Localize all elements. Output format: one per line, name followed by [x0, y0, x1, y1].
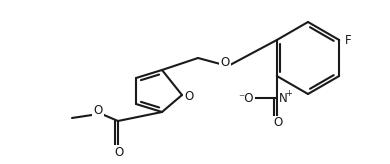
Text: +: + [285, 89, 292, 98]
Text: N: N [278, 92, 287, 105]
Text: O: O [273, 116, 282, 130]
Text: O: O [93, 103, 103, 116]
Text: ⁻O: ⁻O [238, 92, 254, 104]
Text: F: F [345, 33, 351, 47]
Text: O: O [114, 145, 124, 158]
Text: O: O [184, 90, 193, 102]
Text: O: O [220, 55, 230, 69]
